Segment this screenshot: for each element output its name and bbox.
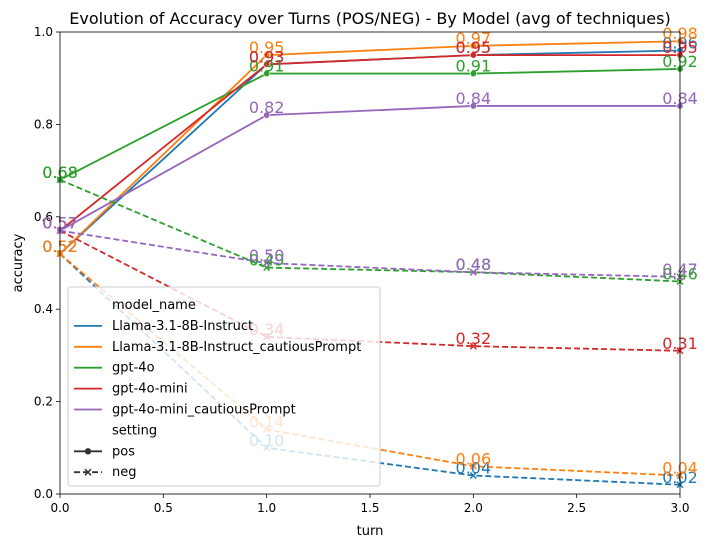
data-point [263,111,271,119]
data-point [469,70,477,78]
data-label: 0.49 [249,251,285,270]
y-tick-label: 0.6 [34,210,53,224]
data-point [263,70,271,78]
data-point [469,42,477,50]
y-tick-label: 0.2 [34,395,53,409]
series-line-pos [59,49,681,255]
x-tick-label: 2.0 [464,501,483,515]
data-point [263,259,271,267]
data-point [263,51,271,59]
x-tick-label: 1.0 [257,501,276,515]
data-label: 0.84 [456,89,492,108]
data-point [469,342,477,350]
legend-entry: Llama-3.1-8B-Instruct [112,319,253,334]
series-line-pos [59,105,680,232]
legend-entry: gpt-4o-mini_cautiousPrompt [112,403,296,418]
data-label: 0.95 [249,38,285,57]
x-axis-label: turn [357,524,384,539]
legend-entry: neg [112,465,137,480]
data-label: 0.91 [456,57,492,76]
data-point [469,462,477,470]
y-axis-label: accuracy [11,233,26,292]
data-label: 0.91 [249,57,285,76]
x-tick-label: 0.5 [154,501,173,515]
legend-marker [84,468,92,476]
data-point [469,268,477,276]
data-label: 0.93 [249,47,285,66]
data-point [469,471,477,480]
x-tick-label: 1.5 [360,501,379,515]
series-line-neg [59,179,681,283]
series-line-neg [59,229,681,278]
data-label: 0.82 [249,98,285,117]
data-label: 0.97 [456,29,492,48]
plot-frame [59,31,681,495]
legend-marker [84,448,92,455]
series-line-pos [59,68,681,181]
legend-entry: Llama-3.1-8B-Instruct_cautiousPrompt [112,340,361,355]
data-label: 0.48 [456,255,492,274]
data-label: 0.48 [456,255,492,274]
series-line-pos [59,40,681,255]
data-point [469,102,477,110]
y-tick-label: 0.4 [34,302,53,316]
data-label: 0.32 [456,329,492,348]
axes: 0.0 0.5 1.0 1.5 2.0 2.5 3.0 0.0 0.2 0.4 0.6 0.8 1.0 [34,25,690,515]
data-label: 0.95 [456,38,492,57]
x-tick-label: 0.0 [50,501,69,515]
x-tick-label: 3.0 [670,501,689,515]
x-tick-label: 2.5 [567,501,586,515]
series-line-pos [59,54,680,232]
data-label: 0.93 [249,47,285,66]
legend-entry: pos [112,444,135,459]
data-point [469,51,477,59]
y-tick-label: 0.0 [34,487,53,501]
legend-title: model_name [112,298,196,313]
legend-entry: gpt-4o [112,361,155,376]
y-tick-label: 1.0 [34,25,53,39]
y-tick-label: 0.8 [34,117,53,131]
legend: model_name Llama-3.1-8B-Instruct Llama-3.1… [67,286,381,487]
data-point [263,60,271,68]
plot-area-border [59,31,681,495]
legend-box [67,286,381,487]
data-label: 0.04 [456,459,492,478]
chart-title: Evolution of Accuracy over Turns (POS/NE… [69,9,670,28]
data-label: 0.95 [456,38,492,57]
data-label: 0.50 [249,246,285,265]
legend-title: setting [112,423,157,438]
legend-entry: gpt-4o-mini [112,382,188,397]
data-label: 0.06 [456,449,492,468]
